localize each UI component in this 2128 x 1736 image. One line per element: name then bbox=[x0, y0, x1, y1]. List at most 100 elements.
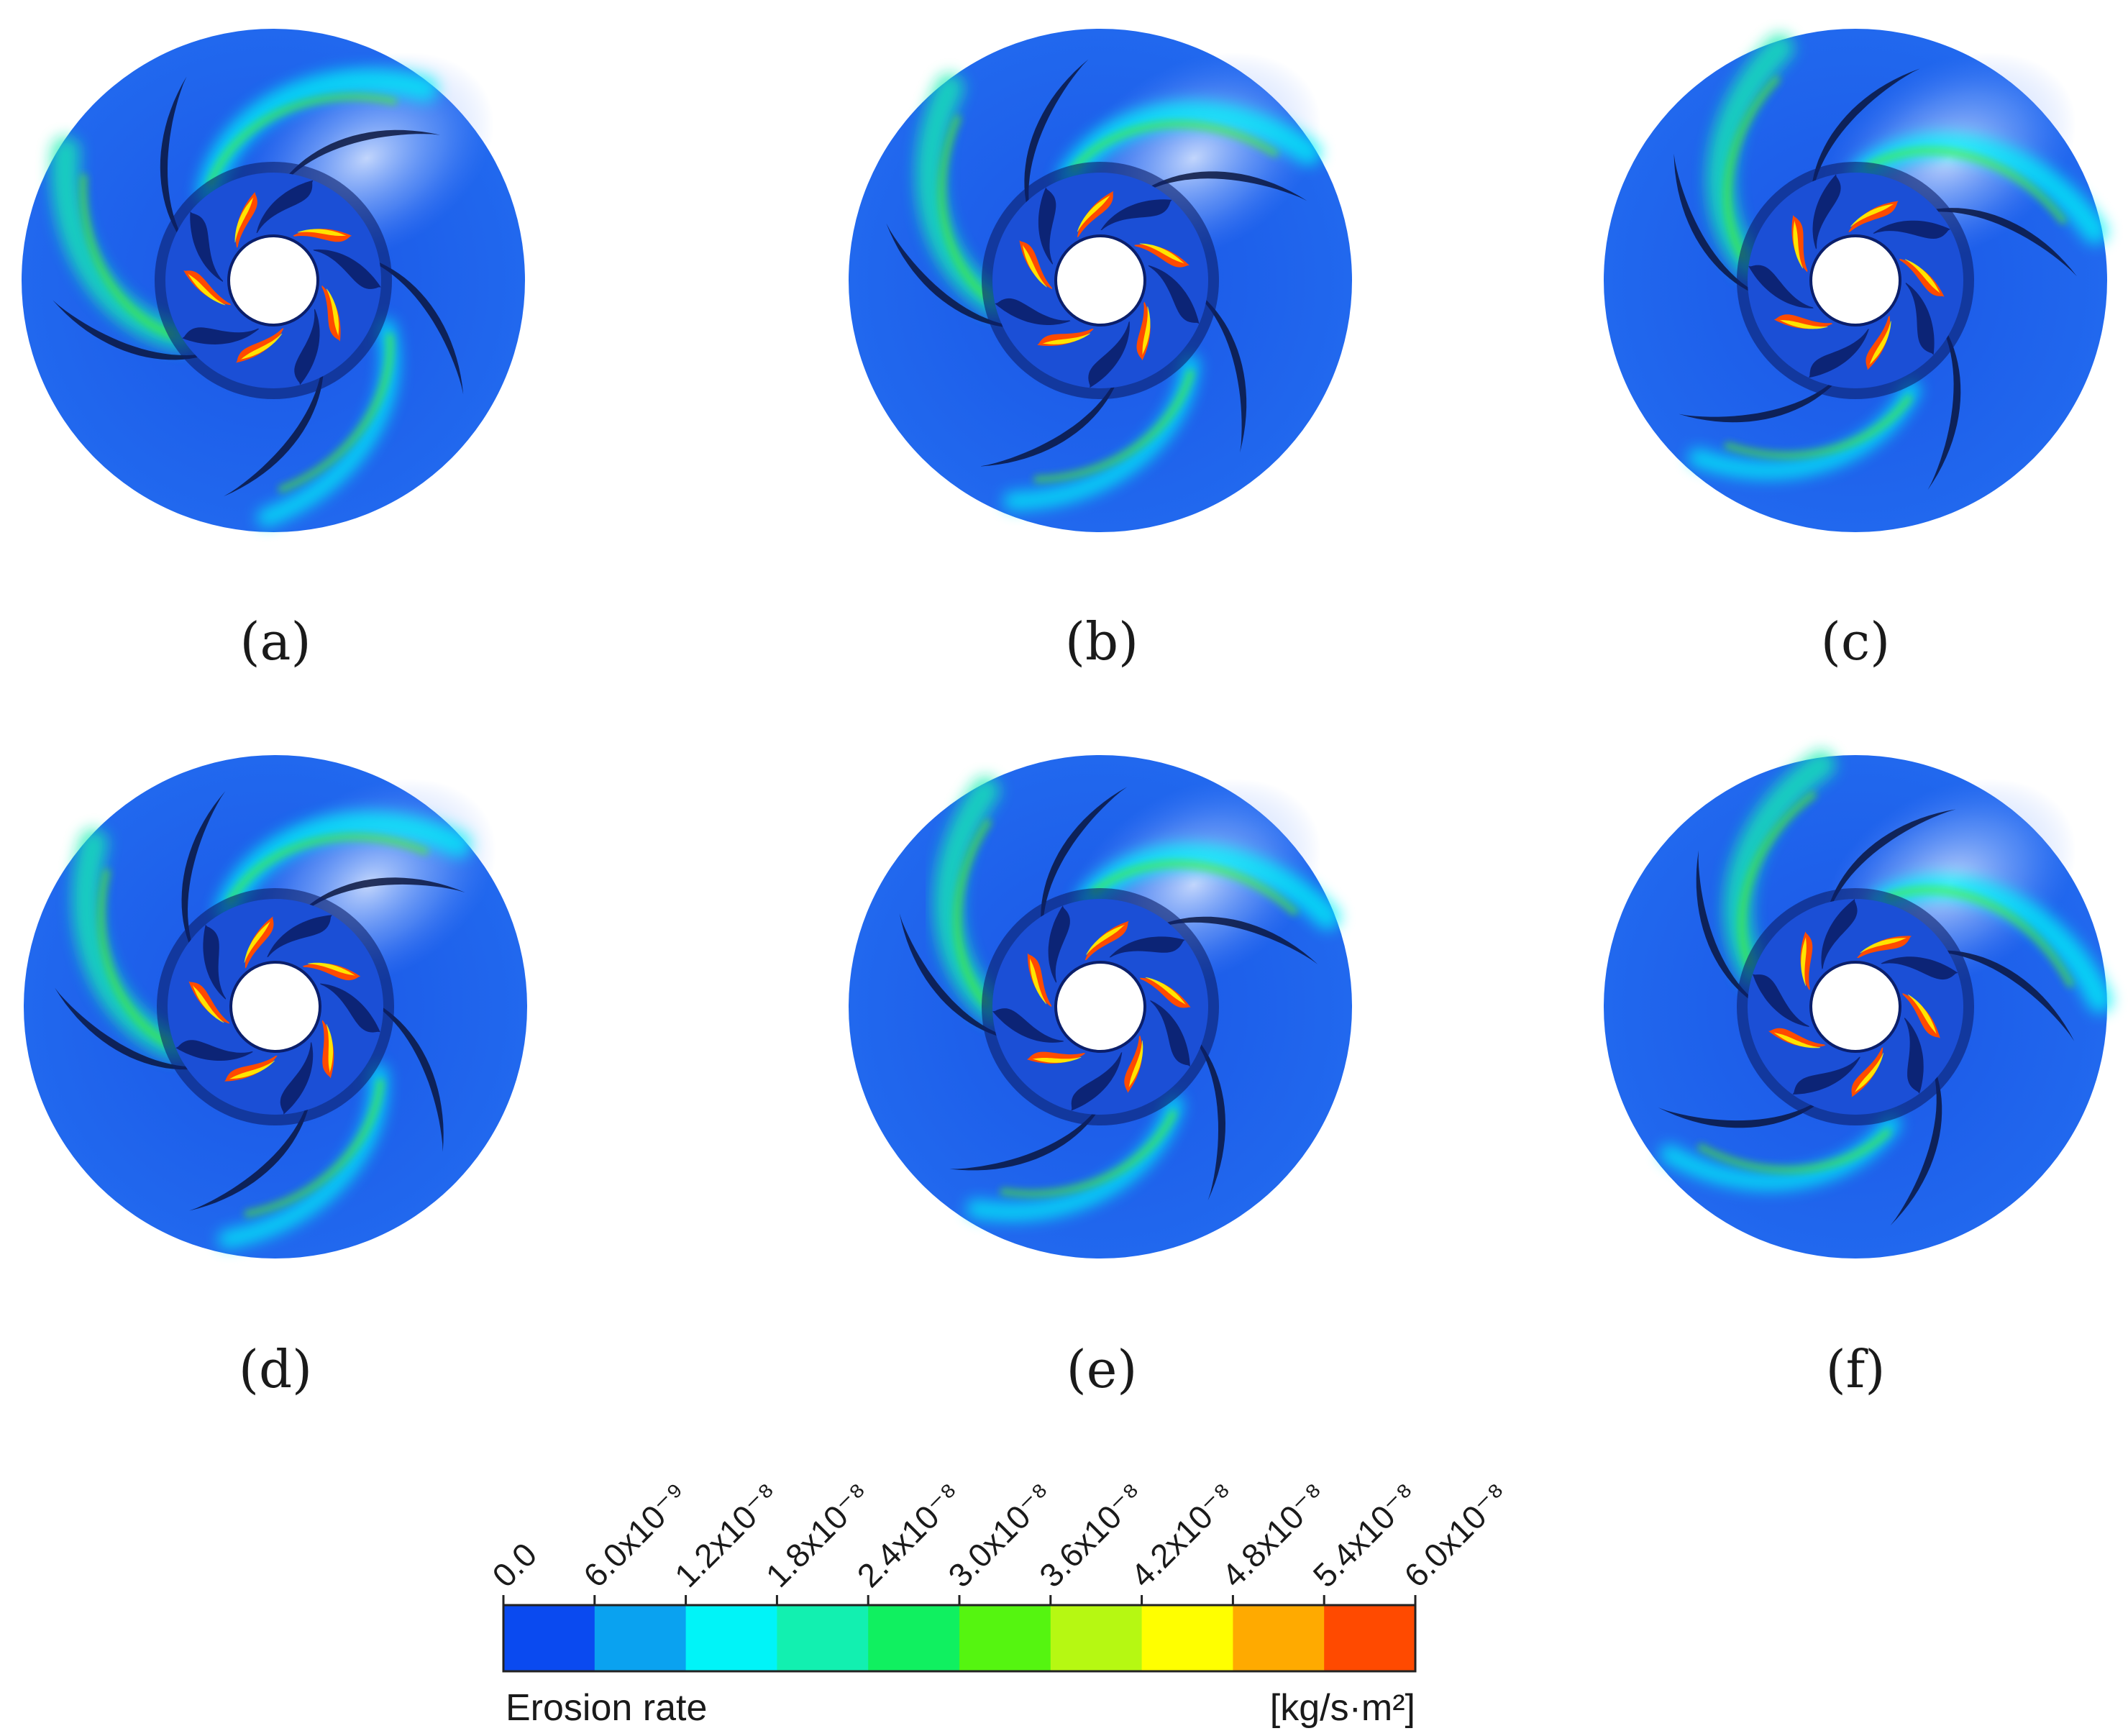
blade-root-shadow bbox=[320, 983, 388, 1056]
blade-root-shadow bbox=[1821, 886, 1877, 969]
erosion-hotspot bbox=[206, 1055, 278, 1082]
hub-eye bbox=[229, 961, 321, 1053]
erosion-streak-core bbox=[227, 833, 429, 905]
blade-root-shadow bbox=[1038, 165, 1059, 265]
erosion-hotspot bbox=[1853, 315, 1890, 381]
blade-root-shadow bbox=[1904, 1018, 1924, 1117]
erosion-hotspot bbox=[184, 963, 230, 1024]
erosion-hotspot-core bbox=[1850, 203, 1909, 227]
erosion-hotspot-core bbox=[1021, 229, 1047, 288]
erosion-streak-core bbox=[1070, 120, 1279, 173]
erosion-hotspot bbox=[321, 285, 341, 360]
erosion-hotspot-core bbox=[1118, 1040, 1143, 1099]
blade-root-shadow bbox=[1873, 220, 1972, 243]
colorbar-block bbox=[503, 1605, 595, 1671]
hub-eye bbox=[1809, 961, 1901, 1053]
erosion-hotspot-core bbox=[1860, 938, 1922, 954]
erosion-streak-core bbox=[98, 869, 170, 1046]
erosion-hotspot-core bbox=[1767, 311, 1828, 329]
blade-root-shadow bbox=[203, 900, 226, 1000]
colorbar-block bbox=[1141, 1605, 1233, 1671]
erosion-hotspot bbox=[302, 963, 375, 989]
colorbar-block bbox=[959, 1605, 1051, 1671]
hub-eye bbox=[227, 234, 319, 326]
erosion-hotspot-core bbox=[297, 229, 360, 244]
erosion-hotspot bbox=[245, 907, 289, 969]
blade-root-shadow bbox=[1739, 242, 1814, 309]
colorbar-block bbox=[1233, 1605, 1325, 1671]
colorbar-block bbox=[868, 1605, 960, 1671]
erosion-streak-core bbox=[954, 819, 992, 1007]
hub-eye bbox=[1809, 234, 1901, 326]
colorbar-frame bbox=[502, 1604, 1417, 1673]
erosion-hotspot bbox=[1019, 329, 1094, 346]
blade-root-shadow bbox=[256, 176, 338, 234]
panel-label-d: (d) bbox=[238, 1339, 313, 1399]
impeller-panels bbox=[19, 28, 2113, 1262]
erosion-hotspot bbox=[1084, 917, 1147, 961]
erosion-streak-core bbox=[1866, 147, 2067, 224]
erosion-hotspot bbox=[1791, 197, 1808, 273]
erosion-streak-core bbox=[206, 93, 398, 188]
erosion-streak-core bbox=[1000, 1110, 1177, 1197]
erosion-hotspot bbox=[1758, 309, 1833, 329]
blade-edge bbox=[274, 129, 497, 194]
erosion-hotspot-core bbox=[214, 1061, 275, 1079]
blade-root-shadow bbox=[978, 285, 1071, 325]
erosion-streak-core bbox=[1724, 76, 1781, 261]
impeller-e bbox=[849, 755, 1356, 1258]
blade-root-shadow bbox=[262, 1042, 314, 1129]
impeller-f bbox=[1604, 750, 2113, 1262]
blade-root-shadow bbox=[1150, 1000, 1191, 1092]
blade-edge bbox=[1186, 284, 1247, 508]
erosion-hotspot bbox=[1115, 1035, 1143, 1107]
blade-root-shadow bbox=[1046, 1052, 1123, 1117]
erosion-hotspot-core bbox=[307, 962, 367, 986]
colorbar-tick-label: 0.0 bbox=[485, 1535, 544, 1594]
erosion-hotspot-core bbox=[326, 288, 339, 351]
colorbar-block bbox=[594, 1605, 687, 1671]
erosion-hotspot-core bbox=[1030, 943, 1047, 1005]
erosion-streak-core bbox=[1090, 860, 1298, 915]
erosion-streak-core bbox=[80, 173, 175, 339]
blade-root-shadow bbox=[313, 249, 392, 310]
hub-eye bbox=[1054, 234, 1146, 326]
blade-root-shadow bbox=[1905, 282, 1935, 380]
erosion-hotspot-core bbox=[1763, 1022, 1821, 1049]
erosion-hotspot bbox=[176, 253, 232, 306]
blade-root-shadow bbox=[282, 309, 320, 403]
blade-root-shadow bbox=[1747, 949, 1809, 1027]
erosion-hotspot-core bbox=[324, 1023, 334, 1087]
panel-label-c: (c) bbox=[1820, 611, 1891, 672]
colorbar-title: Erosion rate bbox=[506, 1687, 707, 1729]
blade-edge bbox=[1696, 792, 1770, 1012]
colorbar-unit: [kg/s·m²] bbox=[1270, 1687, 1415, 1729]
erosion-streak-core bbox=[1033, 370, 1195, 483]
impeller-c bbox=[1604, 29, 2109, 534]
blade-root-shadow bbox=[1812, 158, 1855, 250]
erosion-hotspot bbox=[1835, 1047, 1883, 1106]
panel-label-f: (f) bbox=[1825, 1339, 1886, 1399]
erosion-hotspot bbox=[1134, 245, 1201, 280]
erosion-hotspot bbox=[1755, 1018, 1826, 1048]
colorbar-block bbox=[685, 1605, 777, 1671]
blade-root-shadow bbox=[160, 326, 260, 344]
panel-label-b: (b) bbox=[1064, 611, 1139, 672]
blade-root-shadow bbox=[155, 1032, 253, 1061]
colorbar-blocks bbox=[503, 1605, 1416, 1671]
erosion-streak-core bbox=[1885, 886, 2074, 987]
blade-root-shadow bbox=[1784, 329, 1869, 380]
blade-root-shadow bbox=[1109, 936, 1208, 958]
erosion-hotspot bbox=[293, 229, 368, 246]
blade-root-shadow bbox=[190, 186, 223, 282]
blade-edge bbox=[291, 877, 517, 924]
blade-edge bbox=[1624, 366, 1848, 423]
erosion-hotspot bbox=[1857, 936, 1930, 959]
blade-root-shadow bbox=[1767, 1056, 1860, 1095]
erosion-hotspot bbox=[1027, 935, 1051, 1008]
erosion-streak-core bbox=[1697, 1128, 1891, 1174]
erosion-streak-core bbox=[278, 333, 394, 493]
blade-root-shadow bbox=[267, 914, 357, 957]
blade-root-shadow bbox=[1067, 321, 1130, 398]
